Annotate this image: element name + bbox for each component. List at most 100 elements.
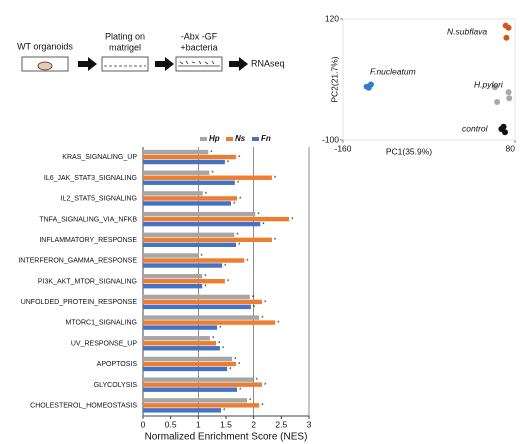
series-label: N.subflava [447, 26, 487, 36]
category-label: IL2_STAT5_SIGNALING [61, 196, 137, 203]
significance-marker: * [291, 218, 294, 224]
significance-marker: * [261, 404, 264, 410]
legend-label: Fn [261, 134, 271, 143]
bar [143, 403, 259, 407]
x-tick-label: 0 [141, 419, 146, 429]
significance-marker: * [239, 197, 242, 203]
legend-swatch [252, 137, 259, 141]
arrow [229, 57, 248, 71]
category-label: APOPTOSIS [97, 361, 138, 368]
series-label: H.pylori [474, 79, 504, 89]
bar [143, 243, 236, 247]
step-label: RNAseq [251, 58, 285, 68]
bar [143, 315, 259, 319]
arrow [78, 57, 97, 71]
bar [143, 408, 221, 412]
bar [143, 341, 216, 345]
point [494, 99, 500, 105]
category-label: UV_RESPONSE_UP [71, 340, 137, 347]
significance-marker: * [274, 238, 277, 244]
significance-marker: * [219, 326, 222, 332]
bacteria [178, 61, 220, 66]
bar [143, 325, 217, 329]
significance-marker: * [238, 362, 241, 368]
point [366, 85, 372, 91]
x-tick-label: -160 [334, 143, 351, 153]
point [506, 95, 512, 101]
bar [143, 201, 231, 205]
category-label: MTORC1_SIGNALING [66, 320, 137, 327]
arrow [155, 57, 174, 71]
x-tick-label: 0.5 [165, 419, 177, 429]
significance-marker: * [246, 259, 249, 265]
significance-marker: * [204, 285, 207, 291]
bar [143, 362, 236, 366]
significance-marker: * [222, 347, 225, 353]
significance-marker: * [262, 223, 265, 229]
bar [143, 181, 235, 185]
significance-marker: * [274, 176, 277, 182]
significance-marker: * [239, 388, 242, 394]
step-label: matrigel [109, 42, 141, 52]
bar [143, 258, 244, 262]
bar [143, 222, 260, 226]
category-label: KRAS_SIGNALING_UP [62, 154, 137, 161]
bar [143, 212, 255, 216]
category-label: CHOLESTEROL_HOMEOSTASIS [30, 402, 137, 409]
bar [143, 160, 225, 164]
dish [102, 57, 148, 71]
figure: WT organoids Plating on matrigel -Abx -G… [0, 0, 521, 444]
category-label: INFLAMMATORY_RESPONSE [39, 237, 137, 244]
significance-marker: * [227, 280, 230, 286]
legend-label: Hp [209, 134, 220, 143]
page: {"schematic": {"steps": [["WT organoids"… [0, 0, 521, 444]
x-tick-label: 1.5 [220, 419, 232, 429]
organoid [38, 62, 52, 70]
bar [143, 171, 209, 175]
significance-marker: * [237, 181, 240, 187]
arrows [78, 57, 248, 71]
x-tick-label: 2 [251, 419, 256, 429]
point [503, 35, 509, 41]
significance-marker: * [223, 409, 226, 415]
bar [143, 150, 208, 154]
bar [143, 191, 203, 195]
point [506, 25, 512, 31]
y-axis-label: PC2(21.7%) [329, 56, 339, 102]
significance-marker: * [227, 160, 230, 166]
bar [143, 387, 237, 391]
significance-marker: * [264, 383, 267, 389]
category-label: TNFA_SIGNALING_VIA_NFKB [39, 216, 137, 223]
category-label: GLYCOLYSIS [94, 382, 138, 389]
significance-marker: * [277, 321, 280, 327]
bar [143, 238, 272, 242]
point [501, 124, 507, 130]
x-tick-label: 3 [307, 419, 312, 429]
bar [143, 233, 234, 237]
bar [143, 346, 220, 350]
series-label: control [462, 123, 489, 133]
series-label: F.nucleatum [370, 66, 416, 76]
significance-marker: * [224, 264, 227, 270]
legend-label: Ns [235, 134, 246, 143]
bar [143, 274, 202, 278]
bar [143, 398, 247, 402]
step-label: +bacteria [180, 42, 217, 52]
y-tick-label: 120 [325, 13, 339, 23]
bar [143, 336, 210, 340]
bar [143, 357, 232, 361]
schematic [22, 57, 222, 71]
significance-marker: * [253, 305, 256, 311]
step-label: -Abx -GF [181, 31, 218, 41]
significance-marker: * [238, 155, 241, 161]
legend-swatch [200, 137, 207, 141]
x-tick-label: 80 [506, 143, 516, 153]
bar [143, 300, 262, 304]
bar [143, 279, 225, 283]
bar [143, 377, 254, 381]
bar [143, 367, 227, 371]
step-label: Plating on [105, 31, 145, 41]
bar [143, 320, 275, 324]
bar [143, 295, 250, 299]
significance-marker: * [264, 300, 267, 306]
